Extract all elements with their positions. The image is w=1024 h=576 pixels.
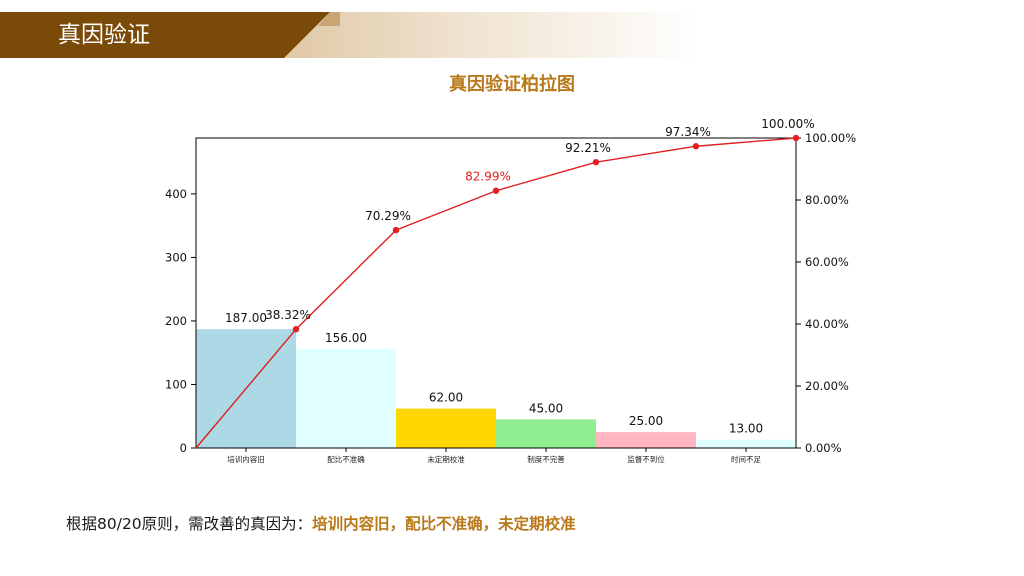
right-axis-tick-label: 40.00%: [805, 317, 849, 331]
bar-value-label: 25.00: [629, 414, 663, 428]
right-axis-tick-label: 100.00%: [805, 131, 856, 145]
left-axis-tick-label: 400: [165, 187, 187, 201]
category-label: 制度不完善: [527, 454, 565, 464]
left-axis-tick-label: 200: [165, 314, 187, 328]
bar-3: [396, 408, 496, 448]
bar-6: [696, 439, 796, 448]
bar-value-label: 156.00: [325, 331, 367, 345]
right-axis-tick-label: 80.00%: [805, 193, 849, 207]
cumulative-point: [392, 226, 400, 234]
cumulative-point: [292, 326, 300, 333]
bar-2: [296, 348, 396, 448]
category-label: 配比不准确: [327, 454, 365, 464]
plot-frame: [195, 137, 797, 449]
cumulative-percent-label: 97.34%: [665, 125, 711, 139]
bar-value-label: 13.00: [729, 422, 763, 436]
bar-5: [596, 432, 696, 448]
bar-4: [496, 419, 596, 448]
conclusion-prefix: 根据80/20原则，需改善的真因为：: [66, 515, 313, 533]
conclusion-text: 根据80/20原则，需改善的真因为：培训内容旧，配比不准确，未定期校准: [66, 512, 576, 534]
left-axis-tick-label: 100: [165, 377, 187, 391]
header-bar: [0, 12, 340, 58]
right-axis-tick-label: 0.00%: [805, 441, 842, 455]
cumulative-point: [592, 158, 600, 166]
category-label: 培训内容旧: [227, 454, 265, 464]
bar-value-label: 45.00: [529, 401, 563, 415]
bar-value-label: 187.00: [225, 311, 267, 325]
cumulative-percent-label: 38.32%: [265, 308, 311, 322]
category-label: 监督不到位: [627, 454, 665, 464]
cumulative-percent-label: 92.21%: [565, 141, 611, 155]
left-axis-tick-label: 0: [180, 441, 187, 455]
cumulative-point: [692, 143, 700, 150]
cumulative-percent-label: 100.00%: [761, 117, 814, 131]
bar-value-label: 62.00: [429, 391, 463, 405]
conclusion-highlight: 培训内容旧，配比不准确，未定期校准: [312, 515, 576, 533]
page-title: 真因验证: [58, 22, 150, 48]
pareto-chart: 0 100 200 300 400 0.00% 20.00% 40.00% 60.00% 80.0…: [165, 117, 856, 464]
category-label: 未定期校准: [427, 454, 465, 464]
cumulative-percent-label: 70.29%: [365, 209, 411, 223]
right-axis-tick-label: 20.00%: [805, 379, 849, 393]
cumulative-point: [492, 187, 500, 194]
category-label: 时间不足: [731, 454, 761, 464]
cumulative-point: [792, 134, 800, 142]
chart-title: 真因验证柏拉图: [449, 74, 575, 95]
right-axis-tick-label: 60.00%: [805, 255, 849, 269]
left-axis-tick-label: 300: [165, 250, 187, 264]
cumulative-percent-label: 82.99%: [465, 170, 511, 184]
